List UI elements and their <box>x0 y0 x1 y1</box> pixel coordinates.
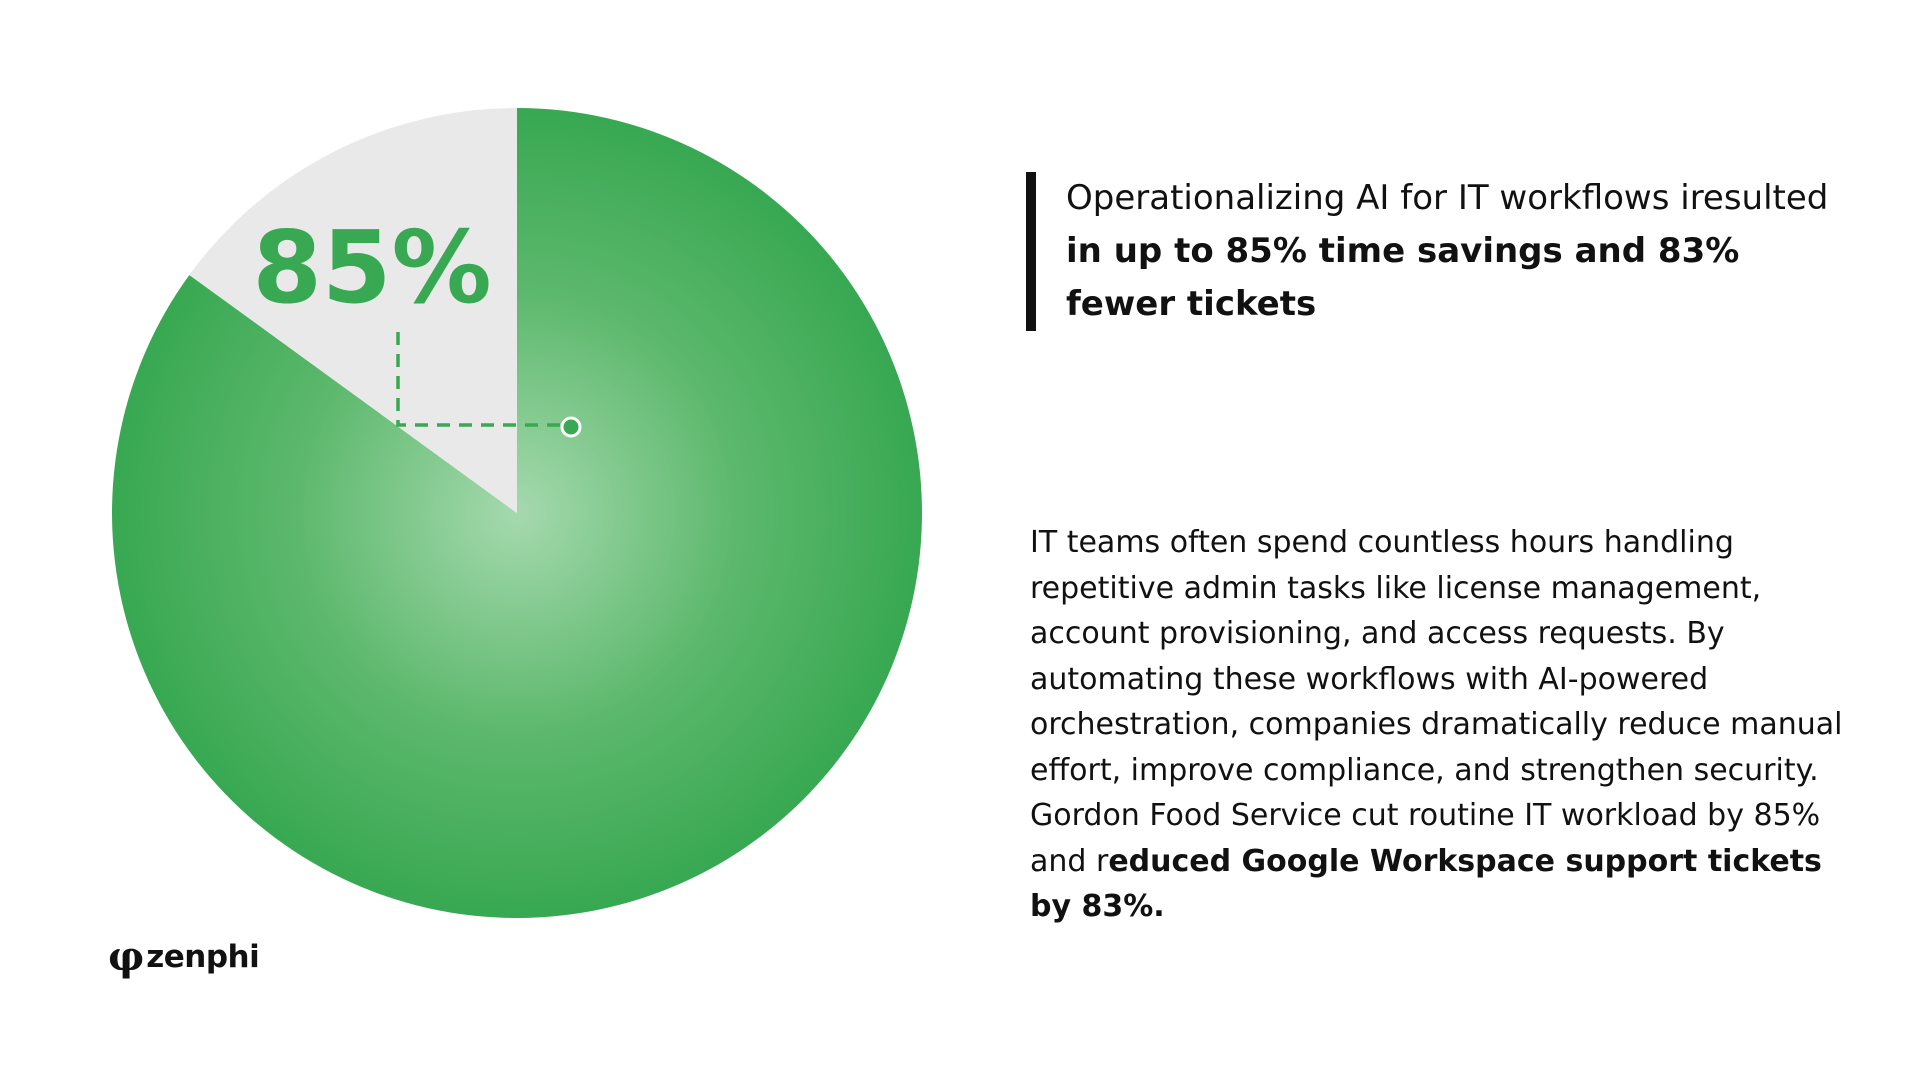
pie-slice-15 <box>189 108 517 513</box>
body-bold-text: educed Google Workspace support tickets … <box>1030 843 1822 925</box>
body-text: IT teams often spend countless hours han… <box>1030 525 1843 879</box>
zenphi-logo: φ zenphi <box>108 933 260 980</box>
pie-data-label: 85% <box>252 209 491 326</box>
headline-bold-text: in up to 85% time savings and 83% fewer … <box>1066 231 1740 324</box>
body-paragraph: IT teams often spend countless hours han… <box>1030 520 1850 930</box>
logo-text: zenphi <box>146 939 260 975</box>
pie-slice-85 <box>111 108 922 918</box>
phi-logo-icon: φ <box>108 933 145 980</box>
headline: Operationalizing AI for IT workflows ire… <box>1026 172 1846 331</box>
label-anchor-dot <box>560 416 582 438</box>
label-leader-line <box>396 332 568 427</box>
headline-text: Operationalizing AI for IT workflows ire… <box>1066 178 1829 218</box>
pie-chart: 85% <box>111 108 922 918</box>
